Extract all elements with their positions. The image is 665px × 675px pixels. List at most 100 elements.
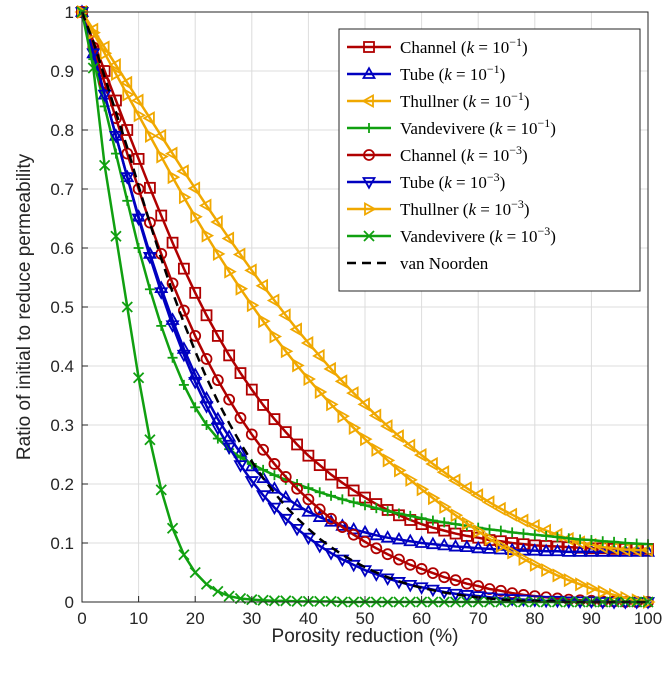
x-tick-label: 60: [412, 609, 431, 628]
marker-circle-shape: [279, 471, 292, 483]
marker-triangle-shape: [201, 228, 215, 243]
marker-triangle-left: [131, 93, 144, 108]
marker-plus: [484, 524, 495, 535]
marker-plus: [269, 470, 280, 481]
marker-x: [87, 62, 99, 74]
marker-triangle-right: [145, 128, 158, 143]
marker-triangle-shape: [256, 470, 271, 484]
marker-triangle-left: [380, 419, 393, 434]
marker-square-shape: [155, 209, 168, 222]
marker-plus: [563, 533, 574, 544]
marker-plus: [495, 525, 506, 536]
marker-triangle-up: [561, 544, 576, 557]
marker-triangle-up: [448, 538, 463, 552]
marker-triangle-shape: [233, 460, 248, 473]
marker-triangle-shape: [348, 420, 362, 435]
marker-triangle-down: [335, 554, 350, 568]
x-tick-label: 70: [469, 609, 488, 628]
marker-triangle-up: [414, 535, 429, 548]
marker-triangle-shape: [346, 386, 359, 401]
marker-plus: [529, 529, 540, 540]
marker-triangle-right: [484, 531, 498, 546]
marker-circle: [449, 574, 462, 587]
marker-square: [268, 413, 281, 426]
marker-x: [325, 595, 337, 608]
marker-triangle-down: [131, 213, 146, 227]
marker-circle: [415, 563, 428, 575]
marker-triangle-up: [573, 544, 588, 557]
marker-x-b: [189, 566, 201, 579]
marker-triangle-left: [504, 507, 518, 522]
marker-triangle-down: [244, 476, 259, 489]
marker-circle-shape: [347, 528, 360, 541]
marker-triangle-shape: [108, 130, 124, 144]
marker-square-shape: [302, 449, 315, 462]
marker-circle: [472, 580, 485, 592]
marker-triangle-left: [414, 448, 427, 463]
marker-triangle-shape: [326, 397, 339, 412]
marker-triangle-shape: [425, 456, 438, 471]
marker-square: [325, 468, 337, 481]
legend-label: Channel (k = 10−1): [400, 35, 528, 57]
marker-plus: [360, 500, 370, 511]
marker-triangle-shape: [334, 374, 348, 389]
x-tick-label: 20: [186, 609, 205, 628]
marker-square: [189, 286, 202, 299]
marker-x: [144, 434, 156, 446]
marker-x: [99, 159, 111, 172]
marker-triangle-left: [119, 75, 133, 90]
marker-x-b: [166, 522, 179, 534]
marker-x: [280, 595, 292, 607]
y-tick-label: 0.5: [50, 298, 74, 317]
marker-triangle-shape: [337, 409, 350, 424]
marker-triangle-right: [563, 573, 577, 588]
marker-triangle-shape: [380, 530, 395, 543]
marker-triangle-shape: [425, 536, 440, 550]
marker-triangle-right: [364, 201, 377, 217]
marker-triangle-left: [300, 335, 314, 351]
marker-triangle-right: [292, 358, 305, 373]
marker-triangle-down: [222, 442, 237, 456]
marker-triangle-shape: [187, 181, 201, 196]
marker-triangle-left: [278, 308, 291, 323]
marker-triangle-right: [405, 472, 418, 487]
legend-item: van Noorden: [347, 254, 489, 273]
marker-triangle-left: [346, 386, 359, 401]
legend-item: Tube (k = 10−1): [347, 62, 505, 84]
marker-triangle-right: [575, 577, 588, 592]
marker-circle-shape: [313, 503, 326, 516]
marker-circle: [234, 412, 247, 424]
marker-x-b: [257, 594, 269, 606]
marker-square-shape: [211, 330, 224, 342]
marker-triangle-left: [142, 111, 155, 126]
marker-triangle-shape: [493, 501, 506, 516]
marker-triangle-shape: [222, 442, 237, 456]
marker-triangle-up: [361, 66, 377, 79]
marker-x-b: [291, 595, 303, 608]
marker-triangle-shape: [312, 509, 327, 522]
marker-plus: [371, 503, 382, 514]
marker-circle: [404, 558, 417, 571]
marker-circle: [144, 216, 156, 229]
marker-triangle-right: [201, 228, 215, 243]
marker-circle: [98, 76, 111, 89]
marker-triangle-shape: [563, 573, 577, 588]
marker-triangle-shape: [597, 584, 611, 600]
marker-x: [200, 578, 213, 590]
marker-triangle-up: [278, 489, 293, 503]
marker-triangle-shape: [518, 551, 532, 566]
marker-triangle-right: [552, 568, 566, 583]
x-tick-label: 90: [582, 609, 601, 628]
marker-triangle-shape: [323, 548, 339, 561]
marker-circle-shape: [211, 374, 224, 387]
marker-triangle-left: [210, 214, 223, 230]
marker-triangle-left: [481, 495, 495, 510]
marker-triangle-left: [153, 128, 167, 143]
marker-triangle-shape: [482, 541, 497, 554]
marker-triangle-right: [507, 545, 520, 560]
marker-triangle-shape: [335, 554, 350, 568]
marker-triangle-shape: [314, 384, 328, 400]
marker-triangle-shape: [402, 438, 416, 453]
y-tick-label: 0.6: [50, 239, 74, 258]
marker-x: [268, 595, 281, 607]
